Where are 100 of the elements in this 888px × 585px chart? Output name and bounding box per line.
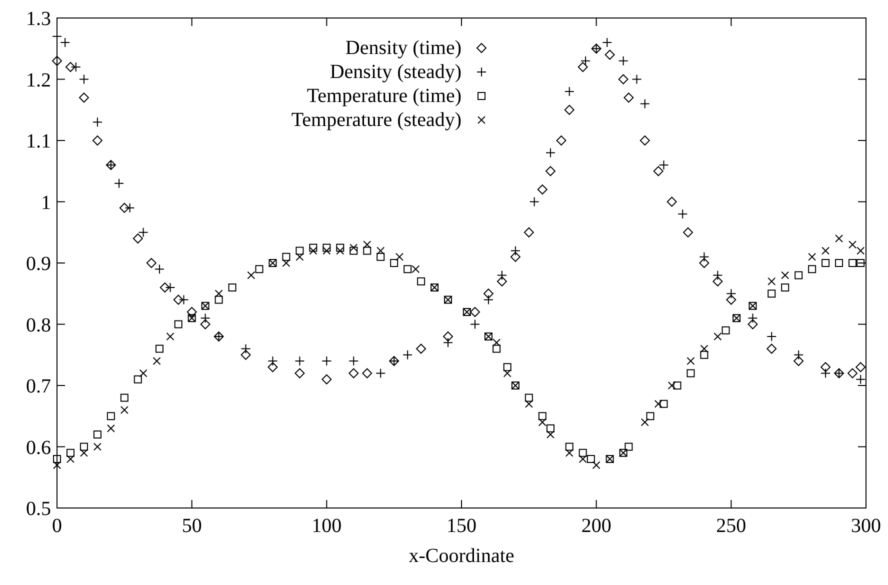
point: [247, 271, 256, 280]
point: [376, 252, 385, 261]
point: [240, 350, 251, 360]
point: [503, 369, 512, 378]
point: [120, 406, 128, 414]
point: [80, 448, 88, 457]
point: [822, 259, 830, 267]
point: [255, 265, 264, 274]
point: [766, 344, 777, 354]
point: [640, 136, 650, 146]
point: [119, 202, 130, 213]
point: [268, 362, 278, 372]
point: [152, 357, 161, 365]
point: [856, 374, 866, 384]
point: [336, 246, 344, 255]
point: [200, 319, 210, 330]
point: [624, 92, 634, 103]
point: [683, 227, 694, 238]
point: [580, 56, 591, 66]
point: [53, 455, 61, 463]
point: [240, 344, 251, 354]
point: [748, 319, 758, 330]
point: [139, 369, 148, 378]
point: [390, 259, 398, 267]
point: [114, 178, 124, 188]
point: [632, 74, 642, 84]
point: [93, 430, 102, 438]
y-tick-label: 0.5: [26, 498, 51, 520]
legend-label: Temperature (time): [306, 85, 462, 107]
point: [673, 382, 682, 390]
point: [503, 363, 512, 372]
point: [748, 313, 758, 324]
point: [781, 271, 790, 280]
point: [781, 284, 790, 292]
point: [186, 307, 197, 317]
point: [604, 50, 615, 60]
point: [362, 368, 372, 378]
point: [483, 288, 494, 299]
x-tick-label: 150: [446, 515, 476, 537]
point: [93, 442, 102, 451]
point: [565, 442, 574, 451]
point: [835, 259, 844, 267]
point: [564, 104, 574, 115]
point: [545, 148, 556, 158]
point: [546, 430, 554, 438]
point: [120, 394, 128, 402]
point: [336, 244, 344, 252]
point: [565, 448, 574, 457]
x-tick-label: 100: [312, 515, 342, 537]
point: [52, 56, 62, 66]
point: [296, 252, 304, 261]
point: [794, 350, 804, 360]
point: [483, 294, 494, 305]
point: [700, 350, 708, 359]
point: [700, 344, 708, 353]
point: [443, 332, 454, 342]
point: [654, 400, 662, 408]
point: [640, 418, 649, 426]
point: [134, 375, 142, 384]
point: [492, 338, 501, 347]
point: [173, 294, 184, 305]
point: [322, 244, 331, 252]
point: [404, 265, 412, 274]
point: [820, 362, 831, 372]
point: [578, 455, 587, 463]
point: [835, 234, 844, 242]
point: [856, 259, 865, 267]
point: [309, 244, 318, 252]
point: [124, 202, 135, 213]
y-tick-label: 0.8: [26, 314, 51, 336]
y-tick-label: 0.9: [26, 253, 51, 275]
point: [646, 412, 654, 420]
point: [618, 56, 628, 66]
point: [309, 246, 318, 255]
point: [78, 74, 89, 84]
point: [66, 455, 74, 463]
point: [322, 374, 332, 384]
point: [529, 196, 540, 207]
point: [363, 240, 372, 249]
point: [768, 290, 776, 298]
legend-label: Temperature (steady): [291, 109, 462, 131]
point: [350, 246, 358, 255]
point: [537, 184, 548, 194]
point: [848, 240, 857, 249]
point: [624, 442, 633, 451]
point: [106, 424, 115, 432]
y-tick-label: 1.3: [26, 8, 51, 30]
point: [794, 356, 804, 366]
point: [160, 282, 170, 292]
point: [92, 117, 102, 128]
point: [470, 319, 480, 330]
point: [653, 166, 664, 176]
point: [686, 357, 695, 365]
legend-label: Density (steady): [330, 61, 462, 83]
point: [712, 276, 723, 286]
point: [166, 332, 174, 340]
point: [726, 288, 736, 299]
point: [80, 442, 88, 451]
point: [146, 258, 156, 268]
point: [417, 277, 426, 286]
